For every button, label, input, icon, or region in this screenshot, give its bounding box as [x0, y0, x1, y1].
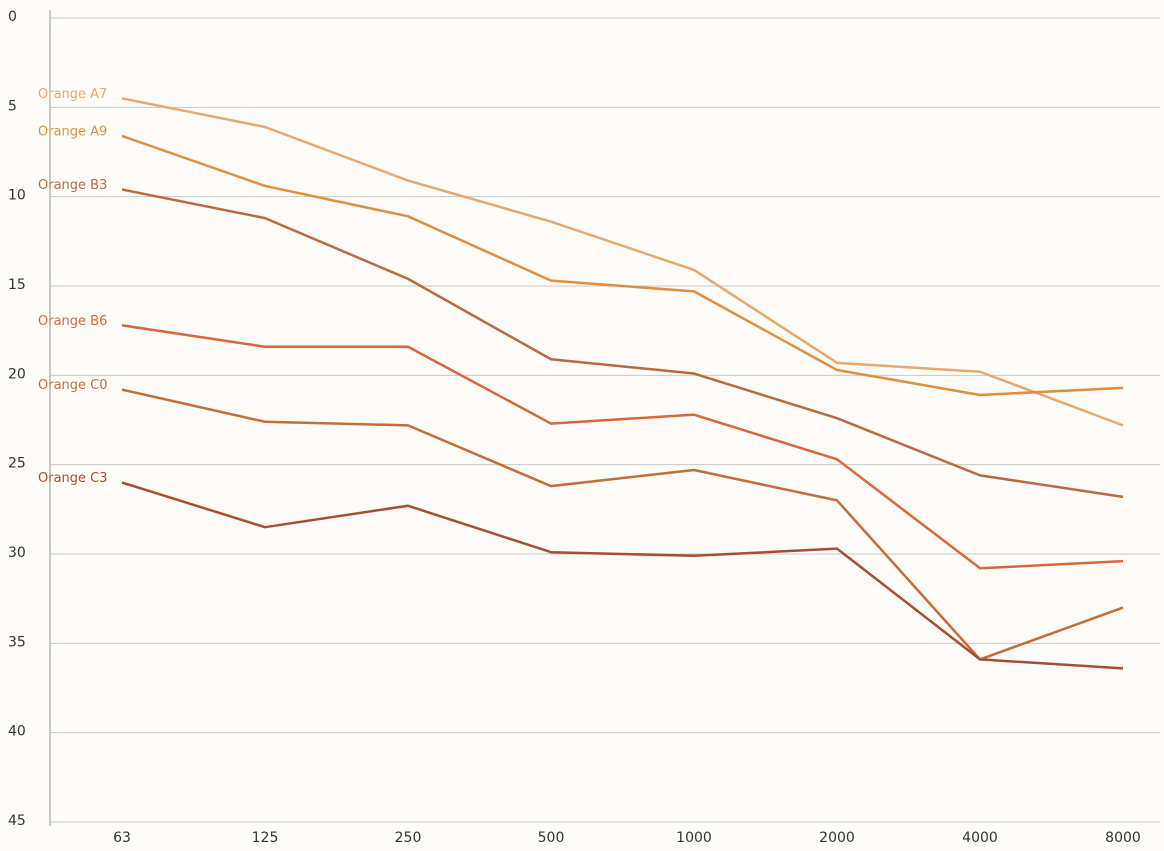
x-tick-label: 250 — [395, 830, 422, 846]
series-label: Orange A9 — [38, 124, 107, 139]
y-tick-label: 10 — [8, 188, 26, 204]
series-line — [121, 481, 1124, 670]
y-tick-label: 15 — [8, 277, 26, 293]
y-tick-label: 30 — [8, 545, 26, 561]
x-tick-label: 2000 — [819, 830, 855, 846]
series-line — [121, 388, 1124, 661]
series-label: Orange C3 — [38, 471, 108, 486]
x-tick-label: 4000 — [962, 830, 998, 846]
x-tick-label: 63 — [113, 830, 131, 846]
series-line — [121, 324, 1124, 570]
series-line — [121, 188, 1124, 499]
y-tick-label: 20 — [8, 366, 26, 382]
y-tick-label: 25 — [8, 456, 26, 472]
series-line — [121, 97, 1124, 427]
x-tick-label: 1000 — [676, 830, 712, 846]
series-label: Orange B3 — [38, 178, 107, 193]
series-label: Orange A7 — [38, 87, 107, 102]
y-tick-label: 5 — [8, 98, 17, 114]
series-label: Orange B6 — [38, 314, 107, 329]
y-tick-label: 35 — [8, 634, 26, 650]
series-label: Orange C0 — [38, 378, 108, 393]
series-line — [121, 134, 1124, 397]
x-tick-label: 125 — [252, 830, 279, 846]
y-tick-label: 40 — [8, 724, 26, 740]
x-tick-label: 8000 — [1105, 830, 1141, 846]
y-tick-label: 0 — [8, 9, 17, 25]
y-tick-label: 45 — [8, 813, 26, 829]
x-tick-label: 500 — [538, 830, 565, 846]
